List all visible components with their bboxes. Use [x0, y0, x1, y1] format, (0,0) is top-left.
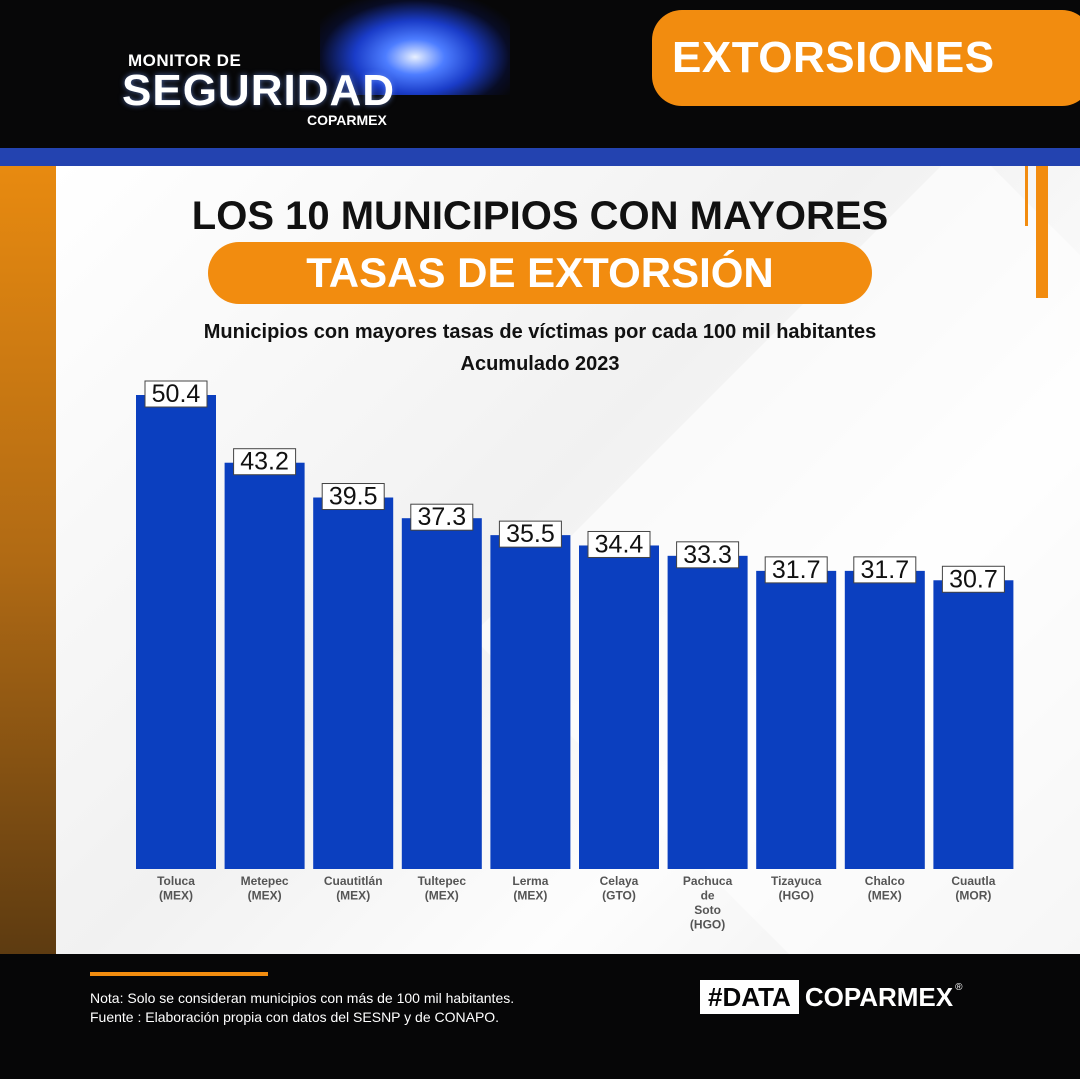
- logo-line1: MONITOR DE: [128, 51, 242, 70]
- bar: [313, 497, 394, 869]
- tick-label: (GTO): [602, 889, 636, 903]
- tick-label: Lerma: [512, 874, 548, 888]
- logo-line2: SEGURIDAD: [122, 66, 396, 115]
- data-label: 35.5: [506, 520, 555, 548]
- data-label: 43.2: [240, 448, 289, 476]
- data-label-box: [410, 503, 474, 531]
- tick-label: Soto: [694, 903, 721, 917]
- tick-label: Tizayuca: [771, 874, 822, 888]
- bar: [667, 555, 748, 869]
- tick-label: Celaya: [600, 874, 639, 888]
- tick-label: Metepec: [241, 874, 289, 888]
- bar: [844, 570, 925, 869]
- chart-subtitle: Municipios con mayores tasas de víctimas…: [203, 321, 877, 343]
- bar: [933, 580, 1014, 869]
- tick-label: Pachuca: [683, 874, 733, 888]
- tick-label: de: [701, 889, 715, 903]
- registered-mark: ®: [955, 981, 963, 993]
- data-label-box: [498, 520, 562, 548]
- page-title-highlight: TASAS DE EXTORSIÓN: [208, 242, 872, 304]
- data-label: 31.7: [772, 556, 821, 584]
- header-divider: [0, 148, 1080, 166]
- data-label: 39.5: [329, 483, 378, 511]
- tick-label: (HGO): [690, 918, 725, 932]
- data-label-box: [764, 556, 828, 584]
- bar: [579, 545, 659, 869]
- logo-brand: COPARMEX: [804, 981, 954, 1012]
- tick-label: (MEX): [868, 889, 902, 903]
- data-label-box: [233, 448, 297, 476]
- logo-hashtag: #DATA: [700, 980, 799, 1014]
- data-label-box: [676, 541, 740, 569]
- tick-label: (MEX): [159, 889, 193, 903]
- right-accent-line: [1036, 166, 1048, 298]
- bar: [136, 395, 216, 869]
- left-accent-bar: [0, 166, 56, 1046]
- tick-label: Cuautla: [951, 874, 995, 888]
- siren-light-icon: [320, 0, 510, 95]
- data-label-box: [941, 565, 1005, 593]
- tick-label: Chalco: [865, 874, 905, 888]
- data-label: 33.3: [683, 541, 732, 569]
- bar: [756, 570, 837, 869]
- data-label: 50.4: [152, 380, 201, 408]
- bar: [224, 462, 305, 869]
- data-label: 37.3: [417, 503, 466, 531]
- data-label-box: [321, 483, 385, 511]
- tick-label: (HGO): [779, 889, 814, 903]
- data-label: 34.4: [595, 530, 644, 558]
- tick-label: (MEX): [248, 889, 282, 903]
- footer-divider: [90, 972, 268, 976]
- data-label-box: [587, 530, 651, 558]
- right-accent-thin-line: [1025, 166, 1028, 226]
- page-title: LOS 10 MUNICIPIOS CON MAYORES: [191, 194, 889, 238]
- logo-line3: COPARMEX: [307, 112, 387, 128]
- tick-label: (MOR): [955, 889, 991, 903]
- tick-label: (MEX): [513, 889, 547, 903]
- data-label: 31.7: [860, 556, 909, 584]
- section-label: EXTORSIONES: [652, 10, 1080, 106]
- footer-source: Fuente : Elaboración propia con datos de…: [90, 1009, 500, 1025]
- header: MONITOR DE SEGURIDAD COPARMEX EXTORSIONE…: [0, 0, 1080, 148]
- data-coparmex-logo: #DATA COPARMEX ®: [700, 980, 963, 1014]
- tick-label: Tultepec: [418, 874, 467, 888]
- footer-note: Nota: Solo se consideran municipios con …: [90, 990, 515, 1006]
- bar: [490, 535, 571, 869]
- chart-period: Acumulado 2023: [460, 353, 620, 375]
- tick-label: Cuautitlán: [324, 874, 383, 888]
- data-label-box: [144, 380, 208, 408]
- bar: [401, 518, 482, 869]
- tick-label: Toluca: [157, 874, 195, 888]
- data-label: 30.7: [949, 565, 998, 593]
- data-label-box: [853, 556, 917, 584]
- tick-label: (MEX): [425, 889, 459, 903]
- tick-label: (MEX): [336, 889, 370, 903]
